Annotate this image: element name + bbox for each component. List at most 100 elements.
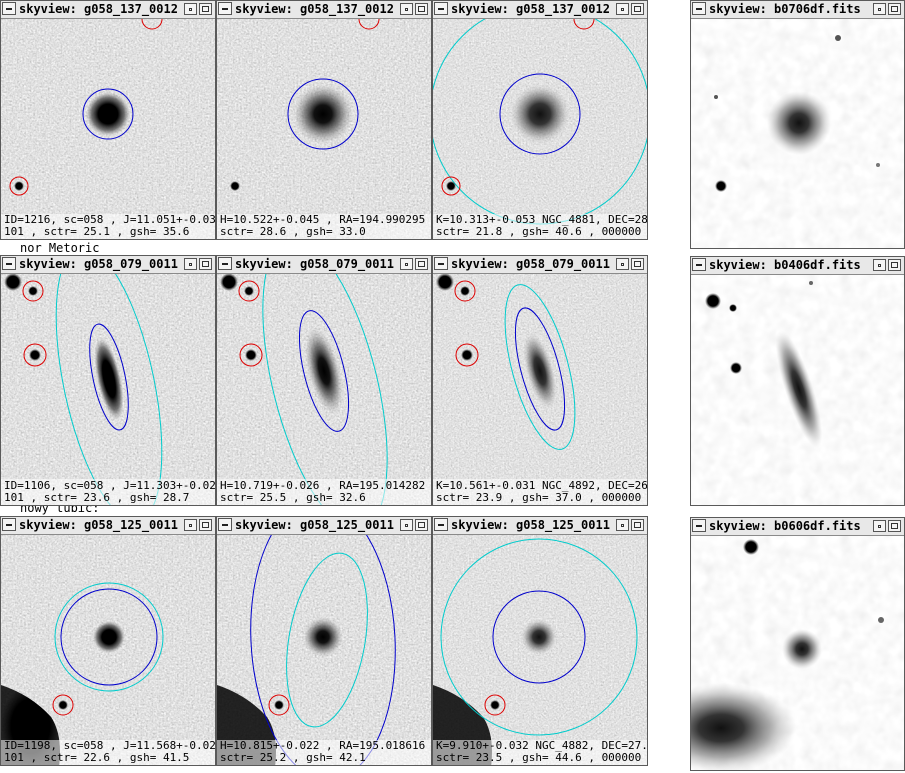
skyview-window-h-band-3[interactable]: skyview: g058_125_0011 H=10.815+-0.022 ,… [216,516,432,766]
window-menu-icon[interactable] [692,519,706,532]
window-menu-icon[interactable] [2,518,16,531]
minimize-icon[interactable] [873,259,886,271]
window-menu-icon[interactable] [434,518,448,531]
masked-star-marker [52,694,74,716]
title-bar[interactable]: skyview: g058_079_0011 [433,256,647,274]
minimize-icon[interactable] [616,519,629,531]
galaxy-image[interactable] [1,274,215,505]
minimize-icon[interactable] [400,258,413,270]
background-text-1: nor Metoric [20,241,100,255]
minimize-icon[interactable] [400,519,413,531]
window-menu-icon[interactable] [2,257,16,270]
skyview-reference-window-1[interactable]: skyview: b0706df.fits ( [690,0,905,249]
star [274,700,284,710]
maximize-icon[interactable] [199,519,212,531]
reference-image[interactable] [691,275,904,505]
reference-image[interactable] [691,19,904,248]
window-title: skyview: g058_125_0011 [451,518,610,532]
masked-star-marker [573,19,595,30]
window-menu-icon[interactable] [218,518,232,531]
maximize-icon[interactable] [415,3,428,15]
minimize-icon[interactable] [184,3,197,15]
info-line-2: sctr= 28.6 , gsh= 33.0 [220,225,366,238]
maximize-icon[interactable] [888,520,901,532]
masked-star-marker [455,343,479,367]
galaxy-core [93,621,125,653]
galaxy-image[interactable] [217,19,431,239]
title-bar[interactable]: skyview: g058_079_0011 [1,256,215,274]
skyview-window-h-band-1[interactable]: skyview: g058_137_0012 H=10.522+-0.045 ,… [216,0,432,240]
title-bar[interactable]: skyview: g058_125_0011 [1,517,215,535]
title-bar[interactable]: skyview: g058_137_0012 [1,1,215,19]
galaxy-image[interactable] [1,535,215,765]
minimize-icon[interactable] [616,3,629,15]
skyview-reference-window-3[interactable]: skyview: b0606df.fits ( [690,517,905,771]
skyview-window-j-band-2[interactable]: skyview: g058_079_0011 ID=1106, sc=058 ,… [0,255,216,506]
star [730,362,742,374]
masked-star-marker [239,343,263,367]
aperture-inner-ellipse [82,88,134,140]
window-menu-icon[interactable] [218,2,232,15]
photometry-info: ID=1106, sc=058 , J=11.303+-0.028 101 , … [4,480,215,504]
minimize-icon[interactable] [184,258,197,270]
photometry-info: H=10.719+-0.026 , RA=195.014282 sctr= 25… [220,480,431,504]
star [14,181,24,191]
maximize-icon[interactable] [631,519,644,531]
window-menu-icon[interactable] [434,257,448,270]
star [490,700,500,710]
maximize-icon[interactable] [199,3,212,15]
masked-star-marker [358,19,380,30]
galaxy-image[interactable] [433,535,647,765]
info-line-2: sctr= 23.9 , gsh= 37.0 , 000000 [436,491,642,504]
maximize-icon[interactable] [888,3,901,15]
info-line-1: H=10.719+-0.026 , RA=195.014282 [220,480,426,492]
window-title: skyview: g058_079_0011 [235,257,394,271]
galaxy-core [767,91,831,155]
maximize-icon[interactable] [415,519,428,531]
maximize-icon[interactable] [415,258,428,270]
aperture-outer-ellipse [440,538,638,736]
info-line-1: ID=1106, sc=058 , J=11.303+-0.028 [4,480,215,492]
galaxy-image[interactable] [1,19,215,239]
minimize-icon[interactable] [184,519,197,531]
skyview-window-h-band-2[interactable]: skyview: g058_079_0011 H=10.719+-0.026 ,… [216,255,432,506]
skyview-window-j-band-3[interactable]: skyview: g058_125_0011 ID=1198, sc=058 ,… [0,516,216,766]
title-bar[interactable]: skyview: g058_079_0011 [217,256,431,274]
title-bar[interactable]: skyview: g058_137_0012 [217,1,431,19]
skyview-window-j-band-1[interactable]: skyview: g058_137_0012 ID=1216, sc=058 ,… [0,0,216,240]
title-bar[interactable]: skyview: g058_137_0012 [433,1,647,19]
title-bar[interactable]: skyview: b0606df.fits ( [691,518,904,536]
info-line-1: K=10.313+-0.053 NGC_4881, DEC=28. [436,214,647,226]
maximize-icon[interactable] [888,259,901,271]
galaxy-image[interactable] [217,535,431,765]
title-bar[interactable]: skyview: g058_125_0011 [217,517,431,535]
title-bar[interactable]: skyview: g058_125_0011 [433,517,647,535]
minimize-icon[interactable] [873,520,886,532]
skyview-window-k-band-2[interactable]: skyview: g058_079_0011 K=10.561+-0.031 N… [432,255,648,506]
aperture-outer-ellipse [54,582,164,692]
window-menu-icon[interactable] [692,2,706,15]
galaxy-image[interactable] [433,19,647,239]
window-menu-icon[interactable] [218,257,232,270]
window-menu-icon[interactable] [2,2,16,15]
star [28,286,38,296]
minimize-icon[interactable] [400,3,413,15]
reference-image[interactable] [691,536,904,770]
title-bar[interactable]: skyview: b0706df.fits ( [691,1,904,19]
maximize-icon[interactable] [631,258,644,270]
window-menu-icon[interactable] [692,258,706,271]
aperture-inner-ellipse [514,307,566,431]
minimize-icon[interactable] [873,3,886,15]
title-bar[interactable]: skyview: b0406df.fits ( [691,257,904,275]
skyview-reference-window-2[interactable]: skyview: b0406df.fits ( [690,256,905,506]
galaxy-image[interactable] [433,274,647,505]
window-title: skyview: g058_125_0011 [235,518,394,532]
window-menu-icon[interactable] [434,2,448,15]
galaxy-core [86,92,130,136]
skyview-window-k-band-3[interactable]: skyview: g058_125_0011 K=9.910+-0.032 NG… [432,516,648,766]
maximize-icon[interactable] [199,258,212,270]
galaxy-image[interactable] [217,274,431,505]
maximize-icon[interactable] [631,3,644,15]
skyview-window-k-band-1[interactable]: skyview: g058_137_0012 K=10.313+-0.053 N… [432,0,648,240]
minimize-icon[interactable] [616,258,629,270]
